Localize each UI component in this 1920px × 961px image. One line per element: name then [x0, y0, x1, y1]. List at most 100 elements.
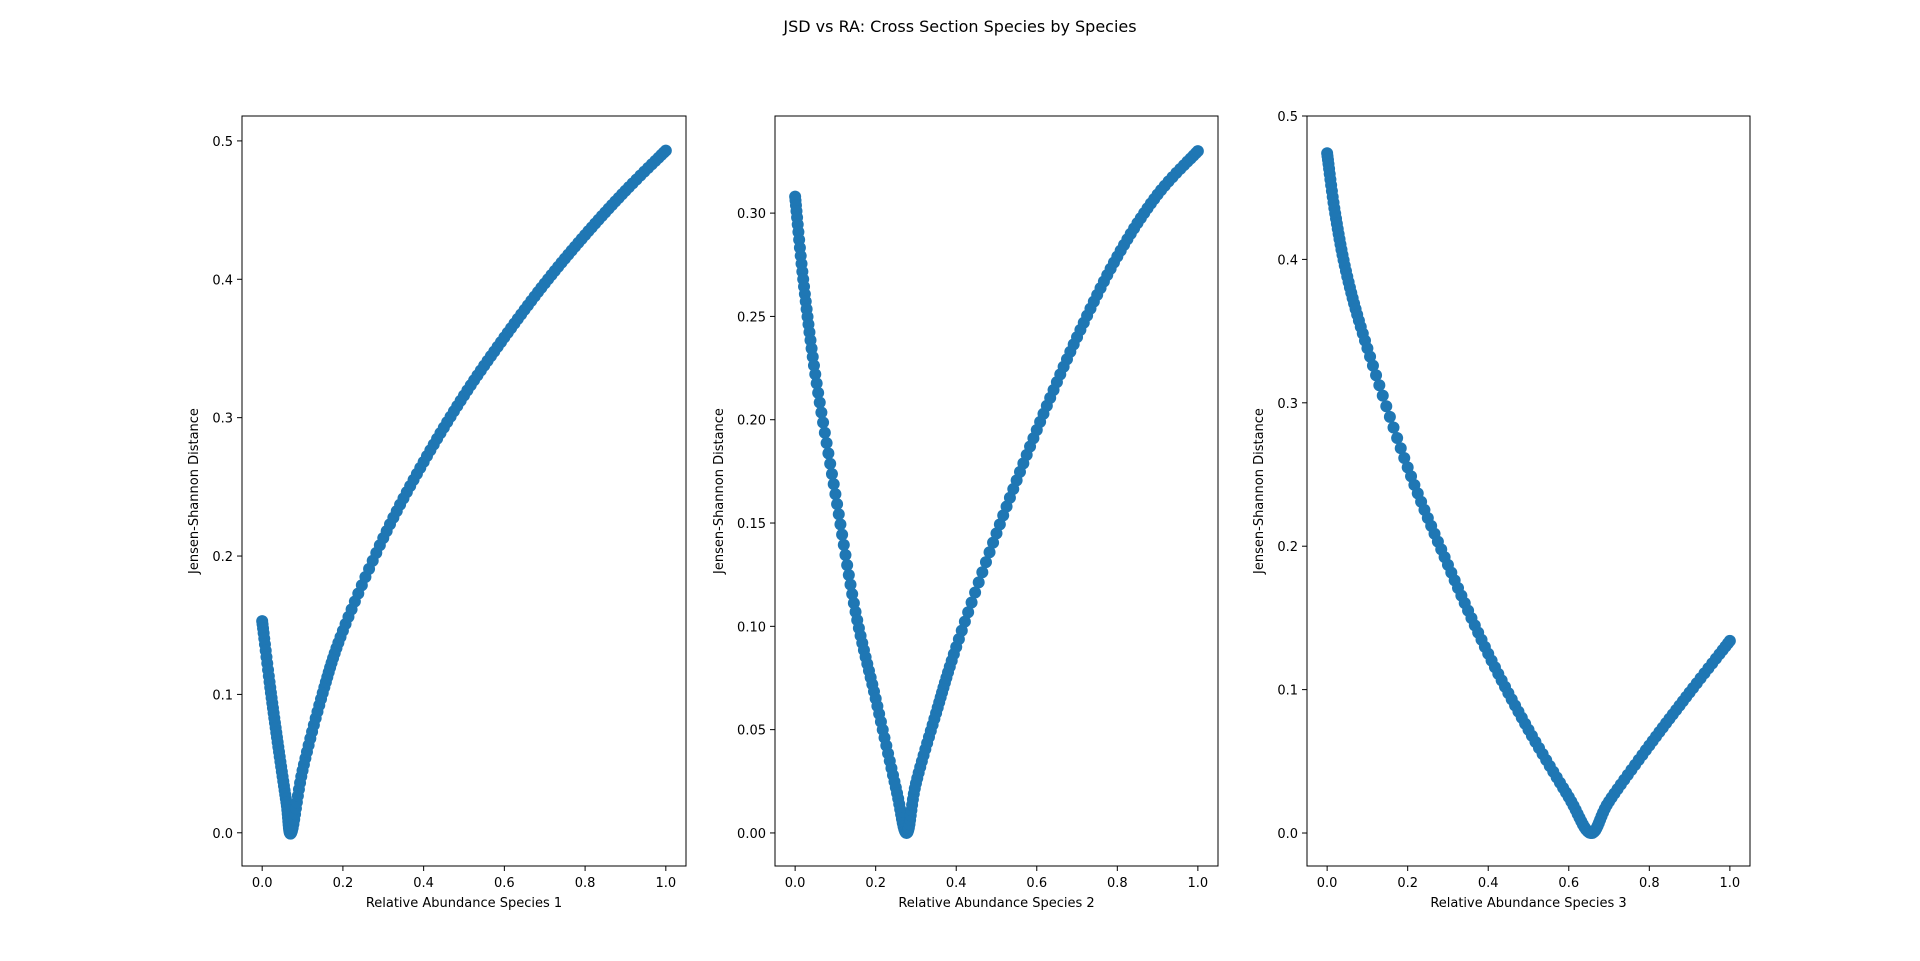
x-tick-label: 0.4	[1478, 876, 1499, 891]
scatter-point	[1370, 369, 1383, 382]
scatter-point	[841, 559, 854, 572]
axes-frame	[241, 115, 687, 867]
scatter-point	[839, 549, 852, 562]
scatter-point	[962, 606, 975, 619]
x-tick-label: 0.6	[1558, 876, 1579, 891]
y-tick-label: 0.30	[737, 207, 766, 222]
x-tick-label: 0.4	[413, 876, 434, 891]
scatter-series	[256, 144, 672, 840]
scatter-point	[815, 406, 828, 419]
y-axis-label: Jensen-Shannon Distance	[1252, 408, 1267, 575]
scatter-point	[979, 556, 992, 569]
scatter-point	[846, 588, 859, 601]
x-axis-label: Relative Abundance Species 3	[1430, 896, 1626, 911]
y-tick-label: 0.25	[737, 310, 766, 325]
scatter-point	[1391, 431, 1404, 444]
scatter-point	[832, 508, 845, 521]
scatter-point	[1387, 421, 1400, 434]
y-tick-label: 0.10	[737, 620, 766, 635]
x-axis-label: Relative Abundance Species 1	[366, 896, 562, 911]
scatter-point	[1376, 389, 1389, 402]
x-tick-label: 1.0	[655, 876, 676, 891]
plots-container: 0.0 0.2 0.4 0.6 0.8 1.0 0.0 0.1 0.2 0.3 0.4 0.5 Rela…	[187, 110, 1751, 911]
scatter-point	[659, 144, 672, 157]
y-tick-label: 0.0	[212, 827, 233, 842]
scatter-point	[836, 528, 849, 541]
scatter-point	[827, 478, 840, 491]
y-axis-label: Jensen-Shannon Distance	[187, 408, 202, 575]
x-tick-label: 0.2	[333, 876, 354, 891]
scatter-point	[969, 586, 982, 599]
x-tick-label: 0.4	[946, 876, 967, 891]
x-tick-label: 0.8	[1639, 876, 1660, 891]
scatter-point	[807, 359, 820, 372]
y-tick-label: 0.4	[212, 273, 233, 288]
y-tick-label: 0.05	[737, 724, 766, 739]
y-tick-label: 0.5	[1277, 110, 1298, 125]
x-tick-label: 0.2	[1397, 876, 1418, 891]
scatter-point	[817, 416, 830, 429]
scatter-point	[972, 576, 985, 589]
scatter-point	[818, 426, 831, 439]
scatter-point	[1380, 400, 1393, 413]
scatter-point	[831, 498, 844, 511]
y-tick-label: 0.1	[1277, 684, 1298, 699]
scatter-point	[1723, 634, 1736, 647]
scatter-point	[834, 518, 847, 531]
scatter-point	[987, 536, 1000, 549]
scatter-point	[825, 467, 838, 480]
x-tick-label: 0.0	[252, 876, 273, 891]
axes-frame	[774, 115, 1219, 867]
y-axis-label: Jensen-Shannon Distance	[712, 408, 727, 575]
x-tick-label: 0.8	[1107, 876, 1128, 891]
scatter-point	[958, 615, 971, 628]
scatter-point	[822, 447, 835, 460]
y-tick-label: 0.2	[1277, 540, 1298, 555]
subplot-2: 0.0 0.2 0.4 0.6 0.8 1.0 0.00 0.05 0.10 0.15 0.20 0.…	[712, 115, 1219, 911]
scatter-point	[844, 578, 857, 591]
scatter-point	[1366, 359, 1379, 372]
scatter-point	[983, 546, 996, 559]
x-axis-label: Relative Abundance Species 2	[898, 896, 1094, 911]
scatter-point	[809, 368, 822, 381]
scatter-series	[1321, 147, 1736, 840]
x-tick-label: 0.8	[575, 876, 596, 891]
x-tick-label: 1.0	[1720, 876, 1741, 891]
x-tick-label: 0.0	[1317, 876, 1338, 891]
y-tick-label: 0.3	[212, 412, 233, 427]
scatter-point	[1383, 410, 1396, 423]
y-tick-label: 0.15	[737, 517, 766, 532]
y-tick-label: 0.3	[1277, 397, 1298, 412]
scatter-point	[1398, 452, 1411, 465]
y-tick-label: 0.1	[212, 688, 233, 703]
scatter-point	[965, 596, 978, 609]
scatter-point	[810, 377, 823, 390]
y-tick-label: 0.00	[737, 827, 766, 842]
scatter-point	[824, 457, 837, 470]
x-tick-label: 0.6	[1026, 876, 1047, 891]
scatter-point	[976, 566, 989, 579]
x-tick-label: 0.6	[494, 876, 515, 891]
y-tick-label: 0.4	[1277, 253, 1298, 268]
y-tick-label: 0.5	[212, 135, 233, 150]
axes-frame	[1306, 115, 1751, 867]
subplot-1: 0.0 0.2 0.4 0.6 0.8 1.0 0.0 0.1 0.2 0.3 0.4 0.5 Rela…	[187, 115, 687, 911]
scatter-point	[1364, 350, 1377, 363]
scatter-point	[813, 396, 826, 409]
scatter-point	[842, 568, 855, 581]
scatter-point	[837, 538, 850, 551]
scatter-point	[829, 488, 842, 501]
x-tick-label: 0.2	[865, 876, 886, 891]
figure-title: JSD vs RA: Cross Section Species by Spec…	[782, 17, 1136, 36]
scatter-point	[955, 624, 968, 637]
y-tick-label: 0.2	[212, 550, 233, 565]
scatter-point	[1394, 442, 1407, 455]
x-tick-label: 0.0	[785, 876, 806, 891]
y-tick-label: 0.20	[737, 414, 766, 429]
scatter-series	[789, 145, 1204, 839]
scatter-point	[812, 386, 825, 399]
scatter-point	[820, 437, 833, 450]
scatter-point	[1373, 379, 1386, 392]
scatter-point	[1191, 145, 1204, 158]
